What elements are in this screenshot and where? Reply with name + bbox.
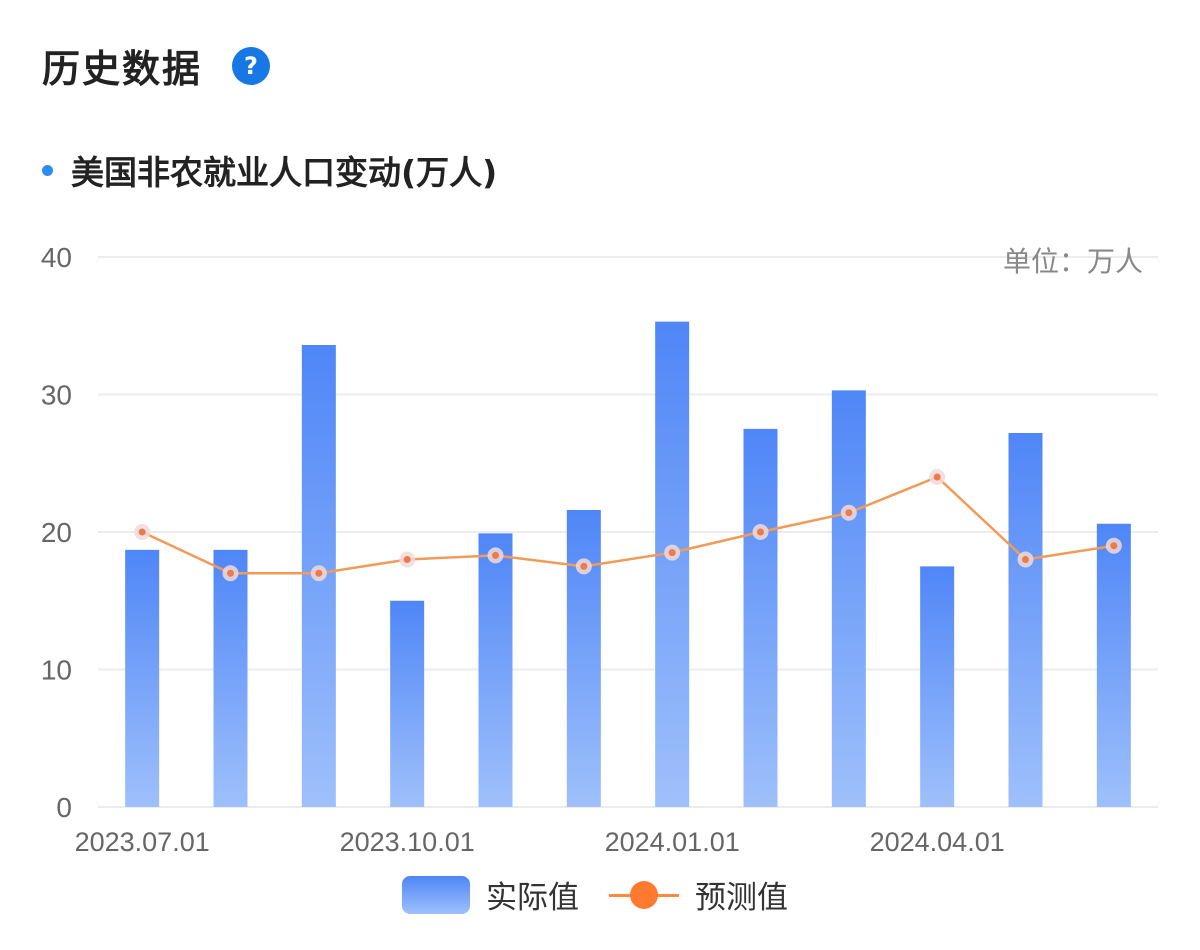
- chart-title: 美国非农就业人口变动(万人): [71, 153, 498, 192]
- x-tick-label: 2024.01.01: [605, 827, 740, 857]
- bar[interactable]: [390, 600, 425, 807]
- bullet-dot: [42, 164, 53, 176]
- y-axis-ticks: 0 10 20 30 40: [41, 242, 72, 823]
- legend-line-swatch: [609, 876, 679, 914]
- forecast-point[interactable]: [933, 473, 941, 481]
- chart-title-row: 美国非农就业人口变动(万人): [42, 146, 497, 194]
- forecast-point[interactable]: [315, 569, 323, 577]
- legend-item-forecast[interactable]: 预测值: [579, 872, 788, 917]
- forecast-point[interactable]: [1110, 542, 1118, 550]
- legend: 实际值 预测值: [402, 872, 788, 917]
- y-tick-label: 20: [41, 517, 72, 548]
- y-tick-label: 0: [56, 792, 72, 823]
- x-tick-label: 2024.04.01: [870, 827, 1005, 857]
- forecast-line: [141, 475, 1114, 575]
- bar[interactable]: [1096, 523, 1131, 807]
- legend-item-actual[interactable]: 实际值: [402, 872, 579, 917]
- bar[interactable]: [831, 390, 866, 807]
- bar[interactable]: [655, 321, 690, 807]
- y-tick-label: 10: [41, 655, 72, 686]
- x-axis-ticks: 2023.07.01 2023.10.01 2024.01.01 2024.04.01: [75, 827, 1005, 857]
- x-tick-label: 2023.10.01: [340, 827, 475, 857]
- legend-label-forecast: 预测值: [695, 880, 788, 916]
- x-tick-label: 2023.07.01: [75, 827, 210, 857]
- bar[interactable]: [743, 428, 778, 807]
- forecast-point[interactable]: [492, 551, 499, 559]
- forecast-point[interactable]: [403, 556, 411, 563]
- y-tick-label: 40: [41, 242, 72, 273]
- page-title: 历史数据: [42, 47, 203, 91]
- forecast-point[interactable]: [668, 549, 676, 557]
- unit-label: 单位：万人: [1003, 245, 1143, 278]
- legend-bar-swatch: [402, 875, 470, 914]
- bar[interactable]: [566, 510, 601, 807]
- forecast-point[interactable]: [757, 528, 764, 536]
- bar[interactable]: [920, 566, 955, 807]
- line-series: [134, 469, 1122, 582]
- forecast-point[interactable]: [580, 562, 588, 570]
- forecast-point[interactable]: [227, 569, 234, 577]
- bar-series: [125, 321, 1131, 807]
- bar[interactable]: [213, 549, 248, 807]
- question-mark-icon[interactable]: ?: [232, 46, 271, 85]
- bar[interactable]: [1008, 433, 1043, 807]
- bar[interactable]: [478, 533, 513, 807]
- forecast-point[interactable]: [138, 528, 146, 536]
- forecast-point[interactable]: [1022, 556, 1029, 563]
- header: 历史数据 ?: [42, 38, 271, 93]
- grid-lines: [98, 256, 1158, 808]
- bar[interactable]: [125, 549, 160, 807]
- forecast-point[interactable]: [845, 509, 853, 517]
- y-tick-label: 30: [41, 380, 72, 411]
- legend-label-actual: 实际值: [486, 880, 579, 916]
